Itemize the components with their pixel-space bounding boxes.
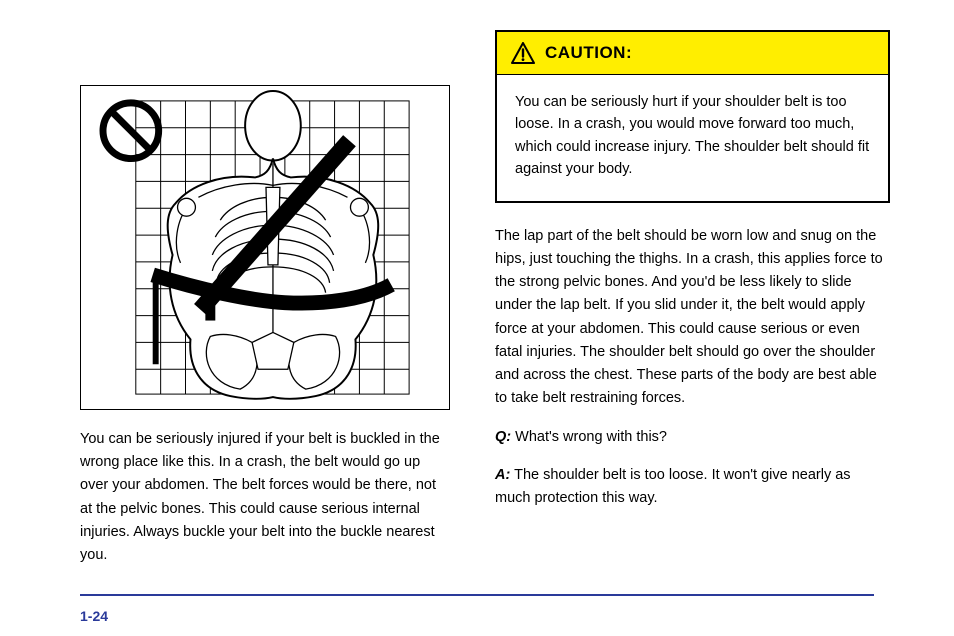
caution-header: CAUTION: <box>497 32 888 75</box>
two-column-layout: You can be seriously injured if your bel… <box>80 30 874 567</box>
page: You can be seriously injured if your bel… <box>0 0 954 636</box>
a-text: The shoulder belt is too loose. It won't… <box>495 467 851 506</box>
footer-rule <box>80 594 874 596</box>
right-column: CAUTION: You can be seriously hurt if yo… <box>495 30 890 567</box>
illustration-caption: You can be seriously injured if your bel… <box>80 428 450 567</box>
question-block: Q: What's wrong with this? <box>495 426 890 449</box>
page-number: 1-24 <box>80 608 108 624</box>
right-body-text: The lap part of the belt should be worn … <box>495 225 890 510</box>
q-text: What's wrong with this? <box>515 429 667 445</box>
answer-block: A: The shoulder belt is too loose. It wo… <box>495 464 890 510</box>
seatbelt-wrong-illustration <box>81 86 449 409</box>
a-label: A: <box>495 467 510 483</box>
caution-title: CAUTION: <box>545 43 632 63</box>
illustration-box <box>80 85 450 410</box>
caution-box: CAUTION: You can be seriously hurt if yo… <box>495 30 890 203</box>
left-column: You can be seriously injured if your bel… <box>80 30 450 567</box>
warning-triangle-icon <box>511 42 535 64</box>
caution-body-text: You can be seriously hurt if your should… <box>497 75 888 201</box>
lead-paragraph: The lap part of the belt should be worn … <box>495 225 890 411</box>
q-label: Q: <box>495 429 511 445</box>
